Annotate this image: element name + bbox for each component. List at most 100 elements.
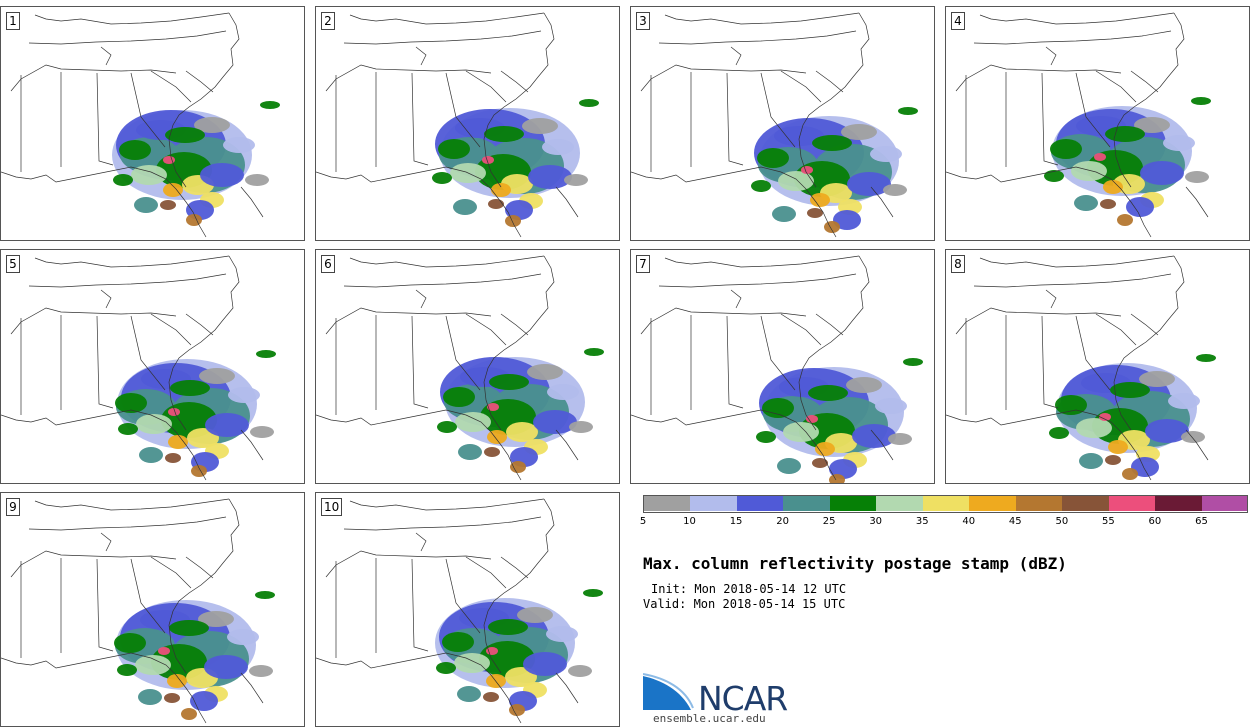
- member-panel-3: 3: [630, 6, 935, 241]
- state-boundary: [1185, 186, 1209, 218]
- state-boundary: [28, 30, 227, 45]
- reflectivity-map: [631, 12, 918, 238]
- reflectivity-cell: [442, 632, 474, 652]
- reflectivity-cell: [756, 431, 776, 443]
- state-boundary: [185, 70, 214, 93]
- reflectivity-cell: [1139, 371, 1175, 387]
- reflectivity-map: [316, 498, 603, 724]
- reflectivity-cell: [542, 139, 574, 155]
- reflectivity-cell: [528, 165, 572, 189]
- reflectivity-cell: [1196, 354, 1216, 362]
- state-boundary: [483, 138, 502, 188]
- reflectivity-cell: [751, 180, 771, 192]
- reflectivity-map: [316, 255, 604, 481]
- reflectivity-cell: [131, 165, 167, 185]
- color-bin: [922, 495, 970, 511]
- state-boundary: [130, 72, 166, 148]
- state-boundary: [1113, 12, 1185, 140]
- reflectivity-cell: [898, 107, 918, 115]
- state-boundary: [28, 273, 227, 288]
- color-bar-ticks: 5 10 15 20 25 30 35 40 45 50 55 60 65: [639, 516, 1260, 530]
- reflectivity-cell: [158, 647, 170, 655]
- reflectivity-cell: [1100, 199, 1116, 209]
- reflectivity-cell: [774, 126, 824, 146]
- reflectivity-cell: [841, 124, 877, 140]
- color-bar-border: [643, 495, 1248, 513]
- color-bar-tick-label: 50: [1055, 516, 1069, 527]
- state-boundary: [555, 429, 579, 461]
- state-boundary: [798, 138, 817, 188]
- reflectivity-cell: [1140, 161, 1184, 185]
- state-boundary: [10, 64, 177, 92]
- color-bar-tick-label: 5: [639, 516, 647, 527]
- member-label: 6: [321, 255, 335, 273]
- plot-title: Max. column reflectivity postage stamp (…: [643, 554, 1067, 573]
- reflectivity-cell: [163, 156, 175, 164]
- reflectivity-cell: [432, 172, 452, 184]
- reflectivity-cell: [483, 692, 499, 702]
- reflectivity-cell: [584, 348, 604, 356]
- member-label: 2: [321, 12, 335, 30]
- state-boundary: [483, 624, 502, 674]
- reflectivity-cell: [436, 662, 456, 674]
- state-boundary: [973, 273, 1172, 288]
- state-boundary: [34, 498, 230, 511]
- reflectivity-cell: [458, 444, 482, 460]
- state-boundary: [316, 409, 522, 481]
- state-boundary: [946, 409, 1152, 481]
- reflectivity-cell: [165, 127, 205, 143]
- reflectivity-cell: [870, 146, 902, 162]
- color-bar-tick-label: 45: [1008, 516, 1022, 527]
- reflectivity-cell: [812, 135, 852, 151]
- color-bin: [1201, 495, 1249, 511]
- reflectivity-cell: [510, 461, 526, 473]
- reflectivity-cell: [255, 591, 275, 599]
- state-boundary: [465, 556, 507, 589]
- reflectivity-cell: [245, 174, 269, 186]
- reflectivity-cell: [186, 214, 202, 226]
- reflectivity-cell: [165, 453, 181, 463]
- member-panel-1: 1: [0, 6, 305, 241]
- reflectivity-cell: [204, 655, 248, 679]
- reflectivity-cell: [1044, 170, 1064, 182]
- state-boundary: [798, 381, 817, 431]
- reflectivity-cell: [488, 199, 504, 209]
- reflectivity-cell: [139, 447, 163, 463]
- state-boundary: [555, 672, 579, 704]
- state-boundary: [955, 64, 1122, 92]
- state-boundary: [168, 12, 240, 140]
- member-label: 8: [951, 255, 965, 273]
- member-label: 4: [951, 12, 965, 30]
- member-label: 3: [636, 12, 650, 30]
- reflectivity-cell: [1134, 117, 1170, 133]
- reflectivity-map: [1, 255, 276, 481]
- state-boundary: [411, 558, 429, 652]
- reflectivity-map: [316, 12, 599, 238]
- state-boundary: [1130, 313, 1159, 336]
- member-panel-9: 9: [0, 492, 305, 727]
- color-bar-tick-label: 40: [962, 516, 976, 527]
- state-boundary: [96, 72, 114, 166]
- reflectivity-cell: [205, 413, 249, 437]
- state-boundary: [1113, 138, 1132, 188]
- reflectivity-cell: [457, 686, 481, 702]
- reflectivity-cell: [487, 403, 499, 411]
- reflectivity-cell: [547, 384, 579, 400]
- reflectivity-map: [946, 255, 1216, 481]
- state-boundary: [325, 64, 492, 92]
- state-boundary: [240, 429, 264, 461]
- state-boundary: [10, 550, 177, 578]
- reflectivity-cell: [546, 626, 578, 642]
- reflectivity-cell: [847, 172, 891, 196]
- reflectivity-cell: [506, 422, 538, 442]
- reflectivity-cell: [829, 459, 857, 479]
- state-boundary: [483, 381, 502, 431]
- state-boundary: [343, 516, 542, 531]
- reflectivity-cell: [852, 424, 896, 448]
- reflectivity-cell: [903, 358, 923, 366]
- state-boundary: [483, 255, 555, 383]
- member-label: 9: [6, 498, 20, 516]
- reflectivity-cell: [194, 117, 230, 133]
- reflectivity-cell: [772, 206, 796, 222]
- reflectivity-cell: [1076, 418, 1112, 438]
